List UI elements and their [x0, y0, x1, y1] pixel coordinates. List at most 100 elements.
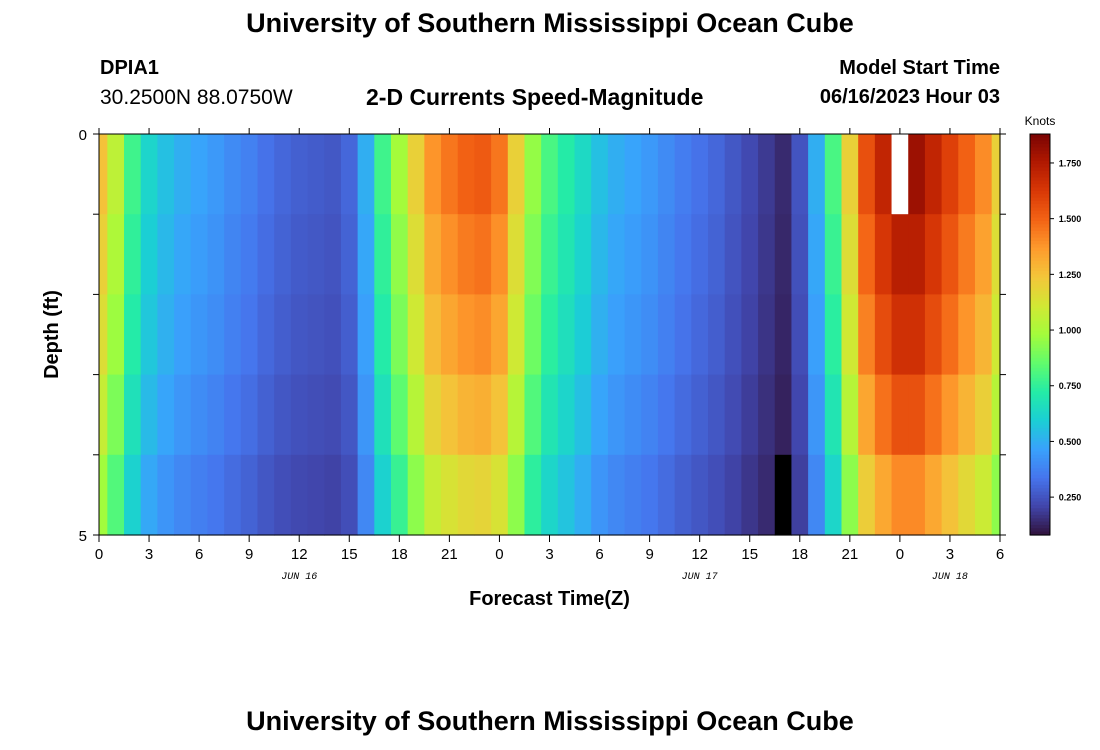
heatmap-cell: [99, 374, 108, 456]
heatmap-cell: [140, 454, 158, 536]
colorbar-swatch: [1030, 364, 1050, 369]
colorbar-swatch: [1030, 227, 1050, 232]
heatmap-cell: [991, 454, 1001, 536]
heatmap-cell: [624, 134, 642, 215]
colorbar-swatch: [1030, 424, 1050, 429]
heatmap-cell: [357, 374, 375, 456]
heatmap-cell: [407, 294, 425, 376]
colorbar-swatch: [1030, 377, 1050, 382]
heatmap-cell: [374, 214, 392, 295]
colorbar-swatch: [1030, 140, 1050, 145]
colorbar-swatch: [1030, 264, 1050, 269]
colorbar-swatch: [1030, 217, 1050, 222]
heatmap-cell: [507, 214, 526, 295]
heatmap-cell: [874, 294, 893, 376]
heatmap-cell: [524, 454, 542, 536]
heatmap-cell: [541, 214, 559, 295]
heatmap-cell: [891, 374, 909, 456]
heatmap-cell: [424, 294, 442, 376]
heatmap-cell: [441, 294, 459, 376]
heatmap-cell: [324, 454, 342, 536]
heatmap-cell: [708, 454, 726, 536]
heatmap-cell: [207, 134, 225, 215]
heatmap-cell: [941, 134, 959, 215]
heatmap-cell: [224, 214, 242, 295]
heatmap-cell: [808, 374, 826, 456]
y-axis-title: Depth (ft): [41, 290, 63, 379]
colorbar-tick-label: 0.750: [1059, 381, 1082, 391]
colorbar-swatch: [1030, 137, 1050, 142]
colorbar-tick-label: 0.500: [1059, 437, 1082, 447]
heatmap-cell: [791, 294, 809, 376]
colorbar-swatch: [1030, 397, 1050, 402]
heatmap-cell: [290, 214, 309, 295]
heatmap-cell: [841, 134, 859, 215]
colorbar-swatch: [1030, 317, 1050, 322]
heatmap-cell: [190, 134, 209, 215]
colorbar-swatch: [1030, 384, 1050, 389]
heatmap-cell: [674, 374, 692, 456]
heatmap-cell: [874, 214, 893, 295]
heatmap-cell: [774, 374, 793, 456]
colorbar-swatch: [1030, 414, 1050, 419]
colorbar-swatch: [1030, 291, 1050, 295]
heatmap-cell: [657, 374, 676, 456]
heatmap-cell: [240, 454, 259, 536]
heatmap-cell: [157, 134, 175, 215]
heatmap-cell: [240, 134, 259, 215]
x-tick-label: 15: [741, 546, 758, 563]
colorbar-swatch: [1030, 344, 1050, 349]
heatmap-cell: [657, 454, 676, 536]
heatmap-cell: [324, 374, 342, 456]
x-tick-label: 3: [946, 546, 954, 563]
x-date-label: JUN 17: [682, 572, 718, 583]
heatmap-cell: [407, 454, 425, 536]
heatmap-cell: [607, 374, 626, 456]
heatmap-cell: [591, 294, 609, 376]
heatmap-cell: [324, 294, 342, 376]
colorbar-swatch: [1030, 210, 1050, 215]
heatmap-cell: [507, 454, 526, 536]
heatmap-cell: [557, 374, 576, 456]
heatmap-cell: [424, 374, 442, 456]
heatmap-cell: [941, 214, 959, 295]
heatmap-cell: [674, 294, 692, 376]
colorbar-swatch: [1030, 357, 1050, 362]
heatmap-cell: [808, 294, 826, 376]
y-tick-label: 0: [79, 127, 87, 144]
colorbar-swatch: [1030, 250, 1050, 255]
heatmap-cell: [107, 454, 125, 536]
page-title: University of Southern Mississippi Ocean…: [246, 8, 854, 38]
heatmap-cell: [340, 214, 359, 295]
colorbar-swatch: [1030, 451, 1050, 456]
heatmap-cell: [240, 214, 259, 295]
heatmap-cell: [474, 294, 492, 376]
heatmap-cell: [257, 134, 275, 215]
heatmap-cell: [674, 134, 692, 215]
heatmap-cell: [174, 374, 192, 456]
colorbar-swatch: [1030, 481, 1050, 486]
colorbar-swatch: [1030, 331, 1050, 336]
colorbar-swatch: [1030, 324, 1050, 329]
heatmap-cell: [891, 214, 909, 295]
heatmap-cell: [641, 454, 659, 536]
colorbar-swatch: [1030, 307, 1050, 312]
heatmap-cell: [607, 134, 626, 215]
colorbar-swatch: [1030, 190, 1050, 195]
heatmap-cell: [390, 134, 409, 215]
colorbar-swatch: [1030, 431, 1050, 436]
colorbar-swatch: [1030, 274, 1050, 279]
x-tick-label: 3: [545, 546, 553, 563]
heatmap-cell: [441, 454, 459, 536]
heatmap-cell: [274, 294, 292, 376]
heatmap-cell: [908, 134, 926, 215]
heatmap-cell: [541, 294, 559, 376]
colorbar-swatch: [1030, 311, 1050, 316]
colorbar-swatch: [1030, 187, 1050, 192]
colorbar-swatch: [1030, 518, 1050, 523]
heatmap-cell: [240, 374, 259, 456]
colorbar-swatch: [1030, 471, 1050, 476]
x-tick-label: 18: [391, 546, 408, 563]
heatmap-cell: [858, 454, 876, 536]
heatmap-cell: [274, 374, 292, 456]
